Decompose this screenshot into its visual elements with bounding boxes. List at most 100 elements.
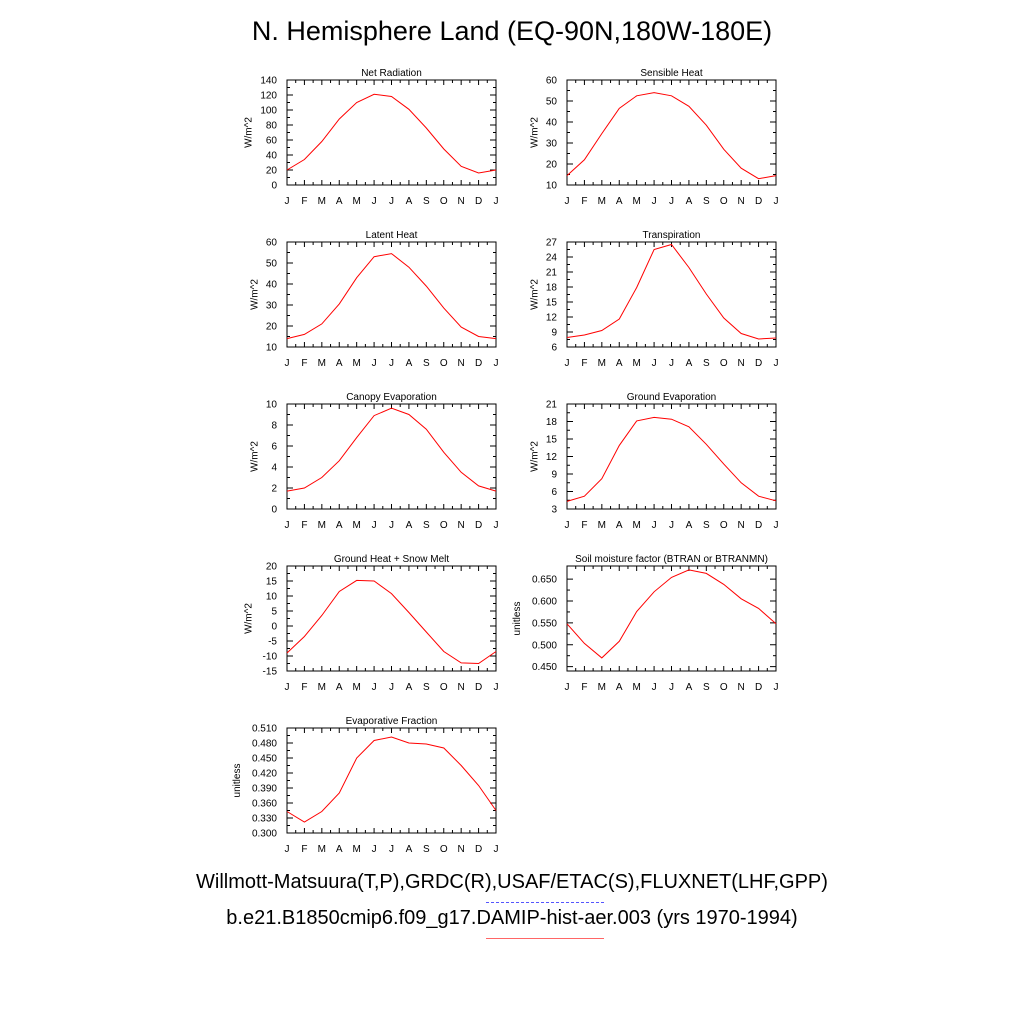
y-axis-label: unitless: [232, 764, 243, 798]
plot-frame: [286, 565, 497, 672]
y-tick-label: 24: [546, 253, 558, 264]
y-tick-label: 9: [551, 328, 557, 339]
y-tick-label: 18: [546, 283, 558, 294]
y-tick-label: 4: [271, 463, 277, 474]
x-tick-label: J: [372, 844, 377, 855]
x-tick-label: D: [475, 844, 482, 855]
page-title: N. Hemisphere Land (EQ-90N,180W-180E): [251, 16, 773, 46]
y-tick-label: 12: [546, 313, 558, 324]
x-tick-label: D: [475, 682, 482, 693]
x-tick-label: N: [738, 682, 745, 693]
y-tick-label: 20: [266, 322, 278, 333]
x-tick-label: D: [755, 358, 762, 369]
x-tick-label: A: [406, 520, 413, 531]
y-tick-label: 20: [266, 166, 278, 177]
x-tick-label: D: [755, 682, 762, 693]
y-tick-label: 9: [551, 470, 557, 481]
x-tick-label: S: [423, 682, 430, 693]
plot-frame: [286, 727, 497, 834]
x-tick-label: M: [318, 196, 326, 207]
x-tick-label: J: [372, 682, 377, 693]
x-tick-label: F: [301, 682, 307, 693]
x-tick-label: J: [285, 358, 290, 369]
x-tick-label: S: [423, 358, 430, 369]
x-tick-label: A: [336, 844, 343, 855]
y-tick-label: 0.480: [252, 739, 277, 750]
x-tick-label: D: [755, 520, 762, 531]
y-tick-label: 10: [546, 181, 558, 192]
x-tick-label: J: [389, 682, 394, 693]
x-tick-label: J: [494, 196, 499, 207]
x-tick-label: A: [406, 196, 413, 207]
y-tick-label: 0.390: [252, 784, 277, 795]
y-tick-label: 6: [551, 343, 557, 354]
x-tick-label: S: [703, 682, 710, 693]
x-tick-label: M: [352, 358, 360, 369]
x-tick-label: J: [669, 358, 674, 369]
x-tick-label: M: [632, 520, 640, 531]
x-tick-label: J: [372, 196, 377, 207]
legend-observations-swatch: [486, 902, 604, 903]
y-tick-label: 12: [546, 452, 558, 463]
x-tick-label: J: [372, 358, 377, 369]
x-tick-label: J: [774, 358, 779, 369]
y-tick-label: -15: [263, 667, 278, 678]
y-tick-label: 15: [266, 577, 278, 588]
y-tick-label: 2: [271, 484, 277, 495]
y-tick-label: 30: [546, 139, 558, 150]
series-line-1: [286, 736, 497, 823]
panel-title: Transpiration: [643, 230, 701, 241]
x-tick-label: A: [616, 520, 623, 531]
x-tick-label: J: [285, 520, 290, 531]
y-tick-label: 0.550: [532, 618, 557, 629]
y-tick-label: 0.600: [532, 597, 557, 608]
x-tick-label: F: [581, 520, 587, 531]
x-tick-label: F: [581, 196, 587, 207]
x-tick-label: N: [738, 520, 745, 531]
x-tick-label: J: [285, 196, 290, 207]
y-tick-label: 0.510: [252, 724, 277, 735]
y-tick-label: -5: [268, 637, 277, 648]
y-tick-label: 50: [546, 97, 558, 108]
y-tick-label: 6: [271, 442, 277, 453]
x-tick-label: A: [406, 844, 413, 855]
y-tick-label: 0: [271, 181, 277, 192]
y-tick-label: 10: [266, 592, 278, 603]
plot-frame: [286, 241, 497, 348]
plot-frame: [286, 403, 497, 510]
x-tick-label: A: [616, 196, 623, 207]
y-tick-label: 40: [266, 280, 278, 291]
x-tick-label: J: [565, 520, 570, 531]
y-tick-label: 80: [266, 121, 278, 132]
x-tick-label: M: [352, 844, 360, 855]
x-tick-label: J: [774, 196, 779, 207]
x-tick-label: J: [389, 844, 394, 855]
x-tick-label: J: [494, 682, 499, 693]
chart-panel-9: J F M A M J J A S O N D J0.3000.3300.3600.3900.4200.…: [232, 716, 499, 855]
legend-observations-label: Willmott-Matsuura(T,P),GRDC(R),USAF/ETAC…: [196, 871, 828, 893]
y-tick-label: 20: [266, 562, 278, 573]
series-line-1: [286, 407, 497, 492]
x-tick-label: M: [352, 682, 360, 693]
panel-title: Ground Evaporation: [627, 392, 717, 403]
x-tick-label: N: [458, 682, 465, 693]
x-tick-label: D: [475, 520, 482, 531]
panel-title: Ground Heat + Snow Melt: [334, 554, 450, 565]
x-tick-label: M: [598, 196, 606, 207]
x-tick-label: O: [720, 682, 728, 693]
x-tick-label: A: [616, 682, 623, 693]
x-tick-label: N: [458, 196, 465, 207]
x-tick-label: O: [720, 358, 728, 369]
y-tick-label: 0.450: [532, 662, 557, 673]
y-tick-label: 21: [546, 400, 558, 411]
panel-title: Evaporative Fraction: [346, 716, 438, 727]
x-tick-label: N: [458, 844, 465, 855]
x-tick-label: J: [669, 196, 674, 207]
x-tick-label: S: [703, 520, 710, 531]
x-tick-label: J: [565, 358, 570, 369]
y-tick-label: 10: [266, 343, 278, 354]
x-tick-label: J: [565, 682, 570, 693]
x-tick-label: A: [616, 358, 623, 369]
x-tick-label: A: [686, 358, 693, 369]
